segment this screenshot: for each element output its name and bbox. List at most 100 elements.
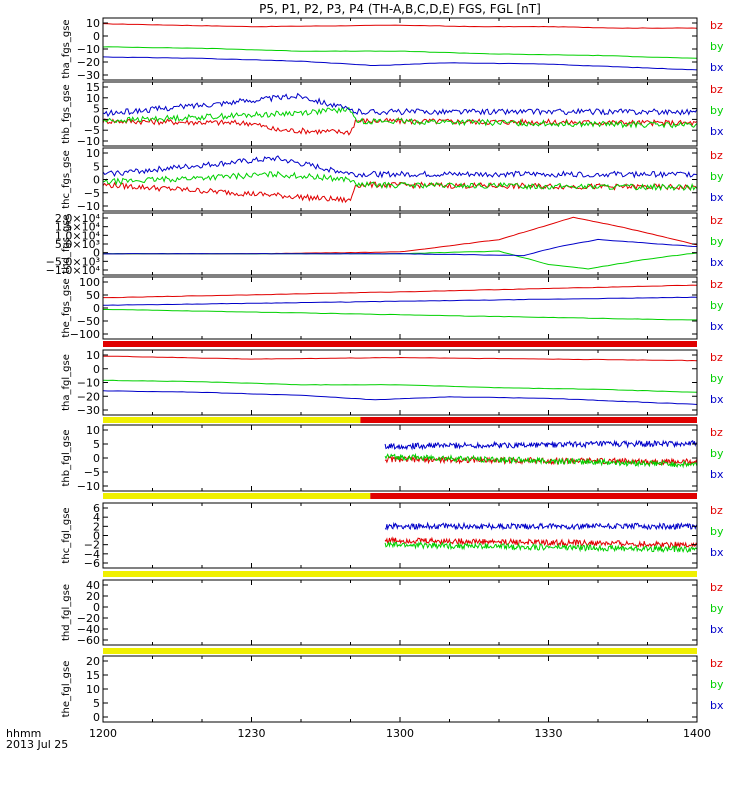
panel-frame (102, 17, 698, 81)
y-tick-label: −10 (77, 377, 100, 390)
status-bar-red (360, 417, 697, 423)
series-bx-line (384, 521, 697, 531)
time-axis-label-hhmm: hhmm (6, 727, 41, 740)
status-bar-yellow (103, 493, 371, 499)
series-by-line (384, 541, 697, 554)
series-by-line (384, 452, 697, 469)
y-tick-label: 0 (93, 174, 100, 187)
series-bz-line (103, 355, 697, 362)
y-tick-label: 1.5×10⁴ (55, 221, 101, 234)
series-bx-line (103, 238, 697, 257)
y-tick-label: 20 (86, 590, 100, 603)
legend-by: by (710, 170, 724, 183)
y-tick-label: 6 (93, 502, 100, 515)
y-tick-label: −10 (77, 135, 100, 148)
legend-bx: bx (710, 191, 724, 204)
legend-bz: bz (710, 426, 723, 439)
series-bx-line (103, 296, 697, 306)
series-bz-line (103, 116, 697, 136)
y-tick-label: 10 (86, 92, 100, 105)
x-tick-label: 1300 (386, 727, 414, 740)
legend-bx: bx (710, 468, 724, 481)
y-tick-label: 0 (93, 363, 100, 376)
y-tick-label: 100 (79, 276, 100, 289)
series-group (103, 23, 697, 71)
legend-by: by (710, 372, 724, 385)
y-tick-label: 0 (93, 452, 100, 465)
y-tick-label: −10 (77, 200, 100, 213)
series-bx-line (103, 155, 697, 179)
y-tick-label: −30 (77, 69, 100, 82)
y-tick-label: 20 (86, 655, 100, 668)
y-tick-label: −20 (77, 390, 100, 403)
legend-bz: bz (710, 657, 723, 670)
time-axis-label-date: 2013 Jul 25 (6, 738, 68, 751)
legend-bz: bz (710, 149, 723, 162)
series-bz-line (103, 216, 697, 255)
x-tick-label: 1230 (238, 727, 266, 740)
legend-bx: bx (710, 699, 724, 712)
x-tick-label: 1330 (535, 727, 563, 740)
y-tick-label: −5.0×10³ (46, 255, 100, 268)
y-tick-label: 1.0×10⁴ (55, 229, 101, 242)
legend-by: by (710, 602, 724, 615)
y-tick-label: −6 (84, 557, 100, 570)
series-by-line (103, 46, 697, 59)
legend-by: by (710, 678, 724, 691)
legend-bx: bx (710, 546, 724, 559)
legend-by: by (710, 40, 724, 53)
y-tick-label: 2.0×10⁴ (55, 212, 101, 225)
series-group (103, 284, 697, 321)
y-tick-label: 5 (93, 697, 100, 710)
y-tick-label: 15 (86, 669, 100, 682)
y-axis-label: tha_fgl_gse (61, 354, 72, 411)
y-tick-label: −50 (77, 315, 100, 328)
series-by-line (103, 105, 697, 129)
y-tick-label: 5.0×10³ (55, 238, 100, 251)
series-group (384, 521, 697, 554)
y-axis-label: tha_fgs_gse (61, 19, 72, 78)
y-tick-label: 0 (93, 530, 100, 543)
x-tick-label: 1400 (683, 727, 711, 740)
y-tick-label: −20 (77, 56, 100, 69)
y-tick-label: 5 (93, 160, 100, 173)
y-tick-label: −5 (84, 124, 100, 137)
series-by-line (103, 379, 697, 393)
legend-bx: bx (710, 256, 724, 269)
y-axis-label: the_fgs_gse (61, 278, 72, 337)
y-tick-label: 10 (86, 349, 100, 362)
series-by-line (103, 309, 697, 321)
status-bars-group (103, 341, 697, 654)
status-bar-red (370, 493, 697, 499)
panel-tha_fgl_gse: 100−10−20−30 tha_fgl_gse bz by bx (61, 349, 724, 417)
y-tick-label: −10 (77, 480, 100, 493)
series-group (103, 216, 697, 270)
y-tick-label: 0 (93, 113, 100, 126)
legend-bx: bx (710, 320, 724, 333)
y-axis-label: thb_fgl_gse (61, 430, 72, 487)
panel-thd_fgs_gse: 2.0×10⁴1.5×10⁴1.0×10⁴5.0×10³0−5.0×10³−1.… (46, 212, 724, 277)
y-axis-label: thc_fgl_gse (61, 507, 72, 563)
y-tick-label: −5 (84, 187, 100, 200)
legend-bx: bx (710, 61, 724, 74)
series-group (103, 92, 697, 136)
legend-bz: bz (710, 19, 723, 32)
y-tick-label: −40 (77, 623, 100, 636)
status-bar-yellow (103, 648, 697, 654)
legend-bx: bx (710, 393, 724, 406)
series-bz-line (103, 284, 697, 299)
y-axis-label: thb_fgs_gse (61, 84, 72, 143)
y-tick-label: 0 (93, 30, 100, 43)
legend-bz: bz (710, 504, 723, 517)
status-bar-red (103, 341, 697, 347)
y-tick-label: 50 (86, 289, 100, 302)
y-tick-label: 5 (93, 438, 100, 451)
legend-bx: bx (710, 125, 724, 138)
